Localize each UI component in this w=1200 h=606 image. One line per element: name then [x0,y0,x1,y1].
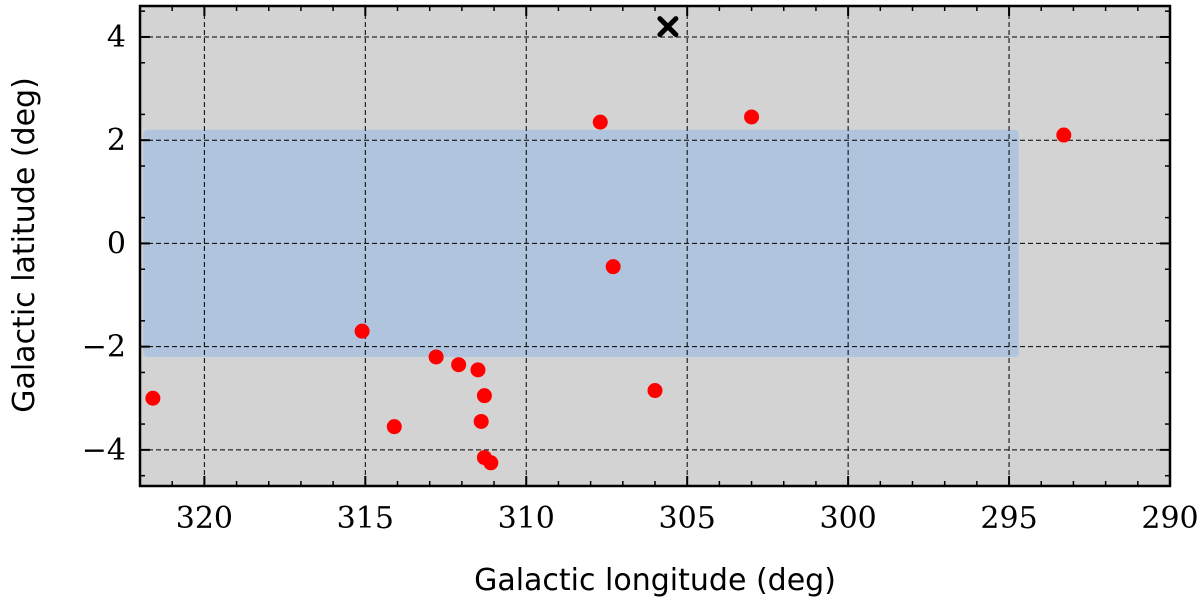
data-point [470,362,486,378]
data-point [145,390,161,406]
x-tick-label: 290 [1141,501,1198,536]
y-tick-label: −2 [82,330,126,365]
y-tick-label: 0 [107,226,126,261]
data-point [1056,127,1072,143]
x-tick-label: 315 [337,501,394,536]
data-point [483,455,499,471]
y-tick-label: 4 [107,20,126,55]
x-tick-label: 310 [498,501,555,536]
data-point [451,357,467,373]
x-tick-label: 300 [819,501,876,536]
grid-lines [140,6,1170,486]
x-tick-labels: 320 315 310 305 300 295 290 [176,501,1199,536]
data-point [386,419,402,435]
data-point [605,259,621,275]
data-point [476,388,492,404]
x-axis-label: Galactic longitude (deg) [474,563,836,598]
data-points [145,16,1072,471]
cross-marker [657,16,679,38]
y-tick-label: −4 [82,433,126,468]
y-tick-label: 2 [107,123,126,158]
plot-background [140,6,1170,486]
tick-marks [139,6,1171,486]
x-tick-label: 305 [659,501,716,536]
data-point [354,323,370,339]
x-tick-label: 320 [176,501,233,536]
x-tick-label: 295 [980,501,1037,536]
data-point [647,383,663,399]
data-point [428,349,444,365]
data-point [744,109,760,125]
y-axis-label: Galactic latitude (deg) [7,77,42,413]
cross-marker-stroke [657,16,679,38]
data-point [473,413,489,429]
y-tick-labels: −4 −2 0 2 4 [82,20,126,468]
data-point [592,114,608,130]
